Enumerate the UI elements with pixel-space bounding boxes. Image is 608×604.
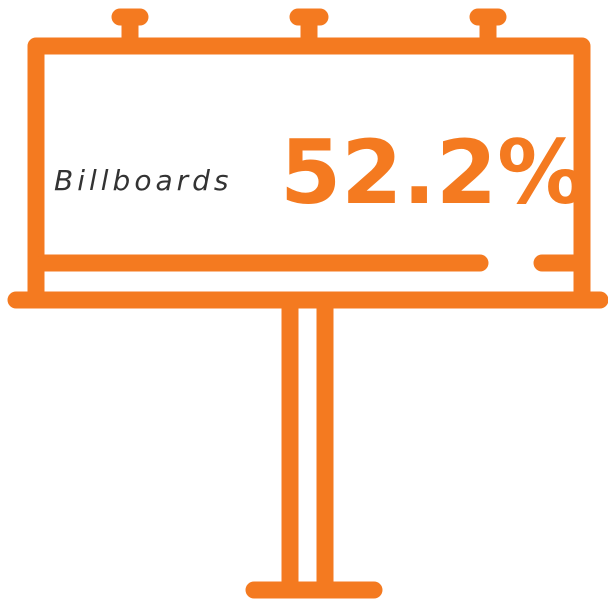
stat-value: 52.2%	[280, 121, 585, 224]
stat-label: Billboards	[54, 164, 232, 197]
board-frame	[27, 37, 591, 307]
billboard-icon	[7, 8, 608, 599]
